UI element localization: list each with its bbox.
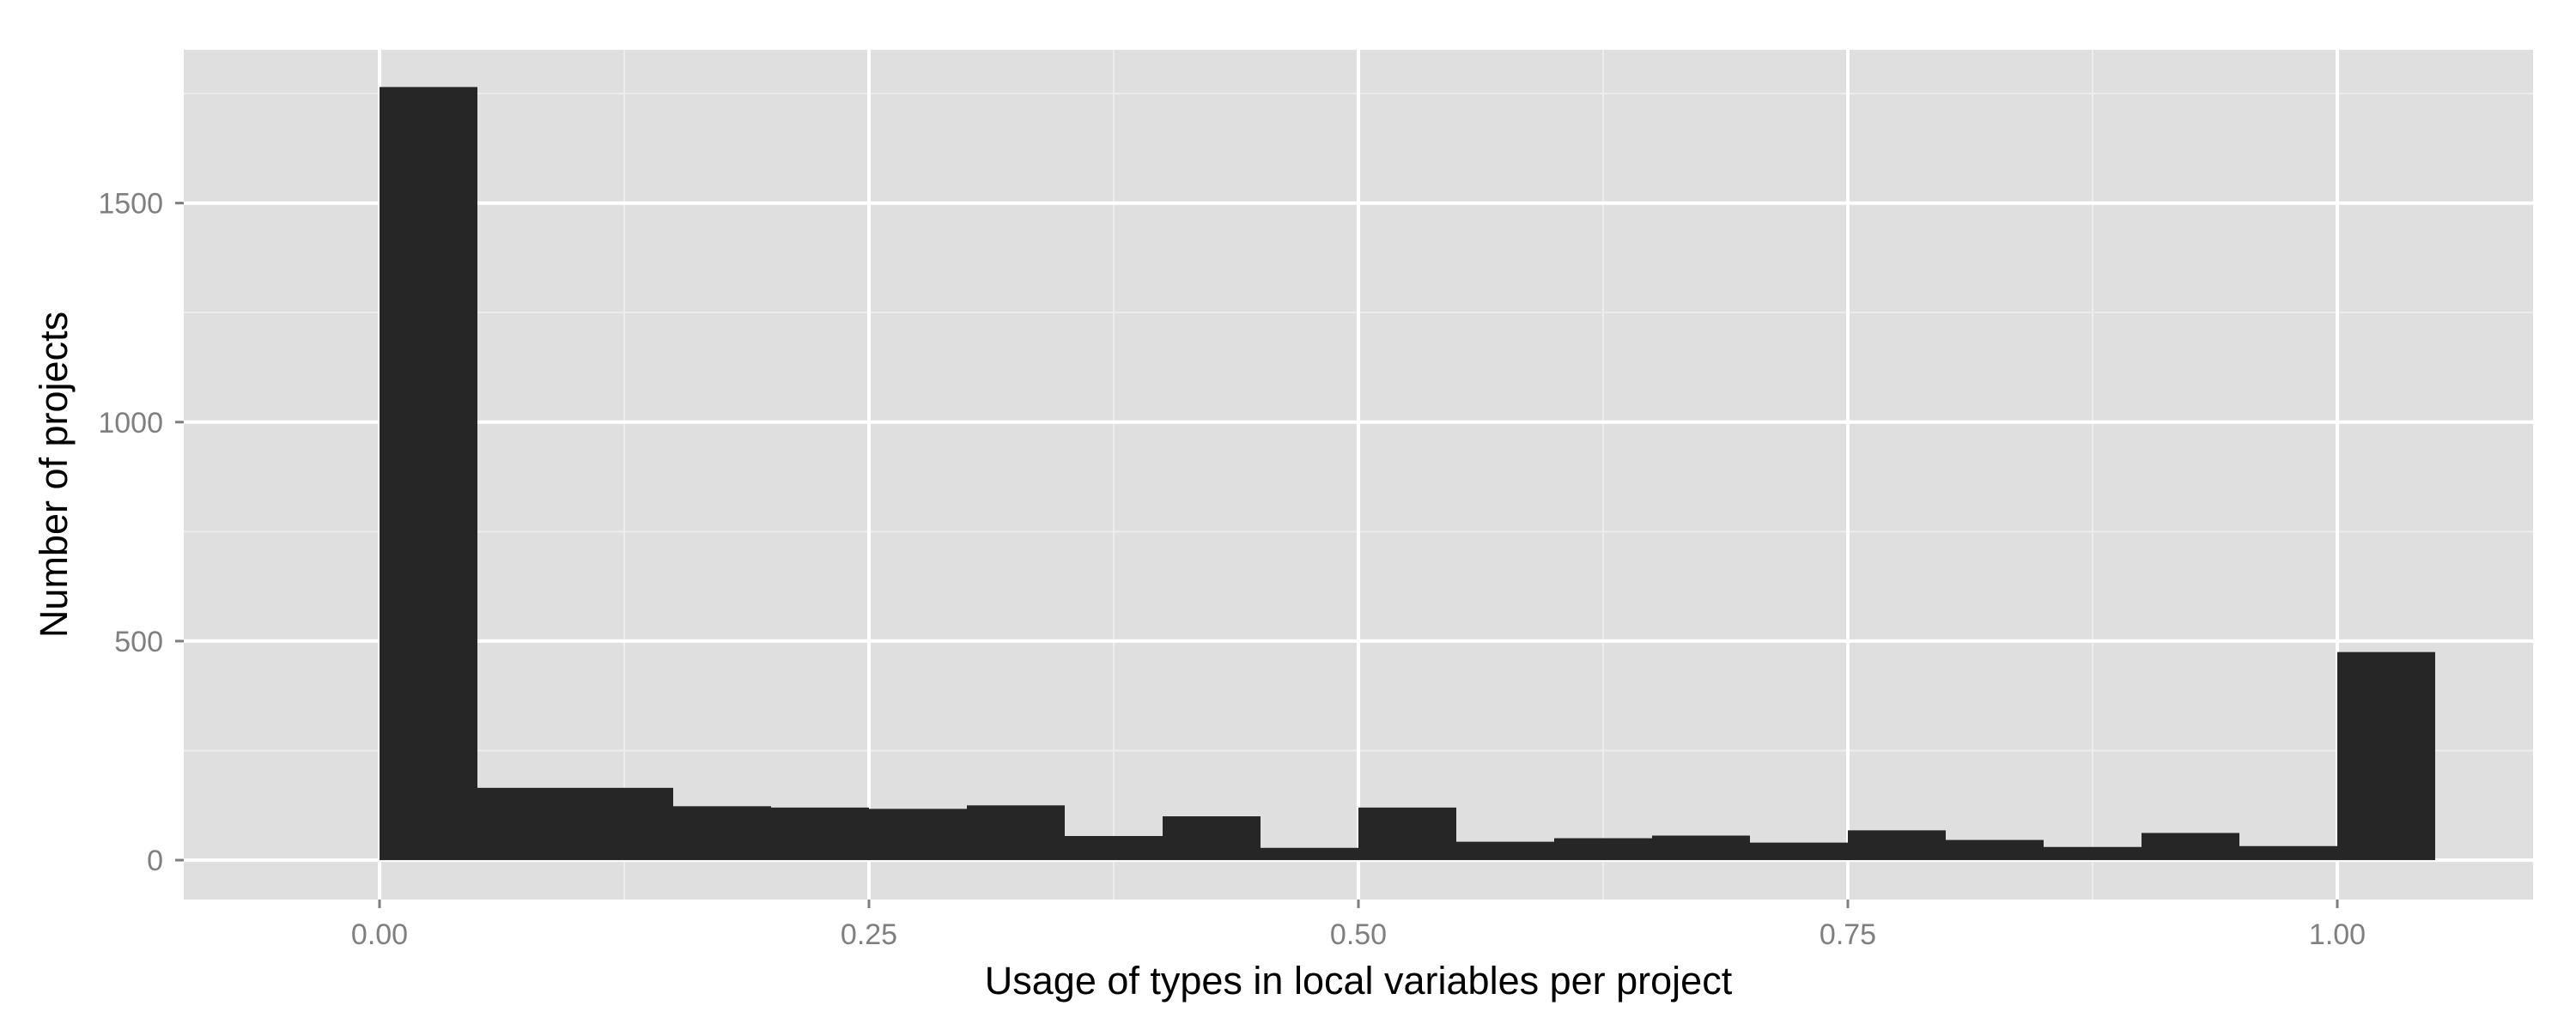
histogram-bar	[575, 787, 673, 861]
x-tick-label: 0.50	[1330, 918, 1387, 951]
histogram-bar	[2239, 845, 2337, 861]
x-tick-label: 0.00	[351, 918, 408, 951]
histogram-bar	[1848, 830, 1946, 861]
histogram-bar	[2044, 846, 2142, 861]
histogram-bar	[2337, 651, 2435, 861]
histogram-bar	[771, 807, 869, 861]
histogram-bar	[1946, 839, 2044, 861]
x-axis-ticks: 0.00 0.25 0.50 0.75 1.00	[351, 900, 2366, 951]
histogram-bar	[1456, 841, 1554, 861]
histogram-bar	[1065, 836, 1163, 861]
x-tick-label: 1.00	[2309, 918, 2366, 951]
histogram-bar	[869, 809, 967, 861]
y-axis-title: Number of projects	[32, 312, 76, 638]
histogram-bar	[2142, 833, 2239, 861]
histogram-bar	[673, 806, 771, 861]
histogram-bar	[1261, 847, 1358, 861]
histogram-bar	[380, 87, 477, 861]
y-tick-label: 1500	[98, 188, 163, 221]
histogram-bar	[1554, 838, 1652, 861]
histogram-bar	[1652, 835, 1750, 861]
histogram-bars	[380, 87, 2435, 861]
y-tick-label: 500	[114, 626, 163, 658]
histogram-bar	[1358, 807, 1456, 861]
x-axis-title: Usage of types in local variables per pr…	[985, 959, 1733, 1003]
histogram-bar	[477, 787, 575, 861]
y-tick-label: 0	[147, 845, 163, 877]
y-axis-ticks: 0 500 1000 1500	[98, 188, 184, 877]
x-tick-label: 0.75	[1820, 918, 1876, 951]
histogram-bar	[1163, 816, 1261, 861]
x-tick-label: 0.25	[841, 918, 897, 951]
histogram-bar	[1750, 842, 1848, 861]
histogram-bar	[967, 805, 1065, 861]
y-tick-label: 1000	[98, 407, 163, 439]
